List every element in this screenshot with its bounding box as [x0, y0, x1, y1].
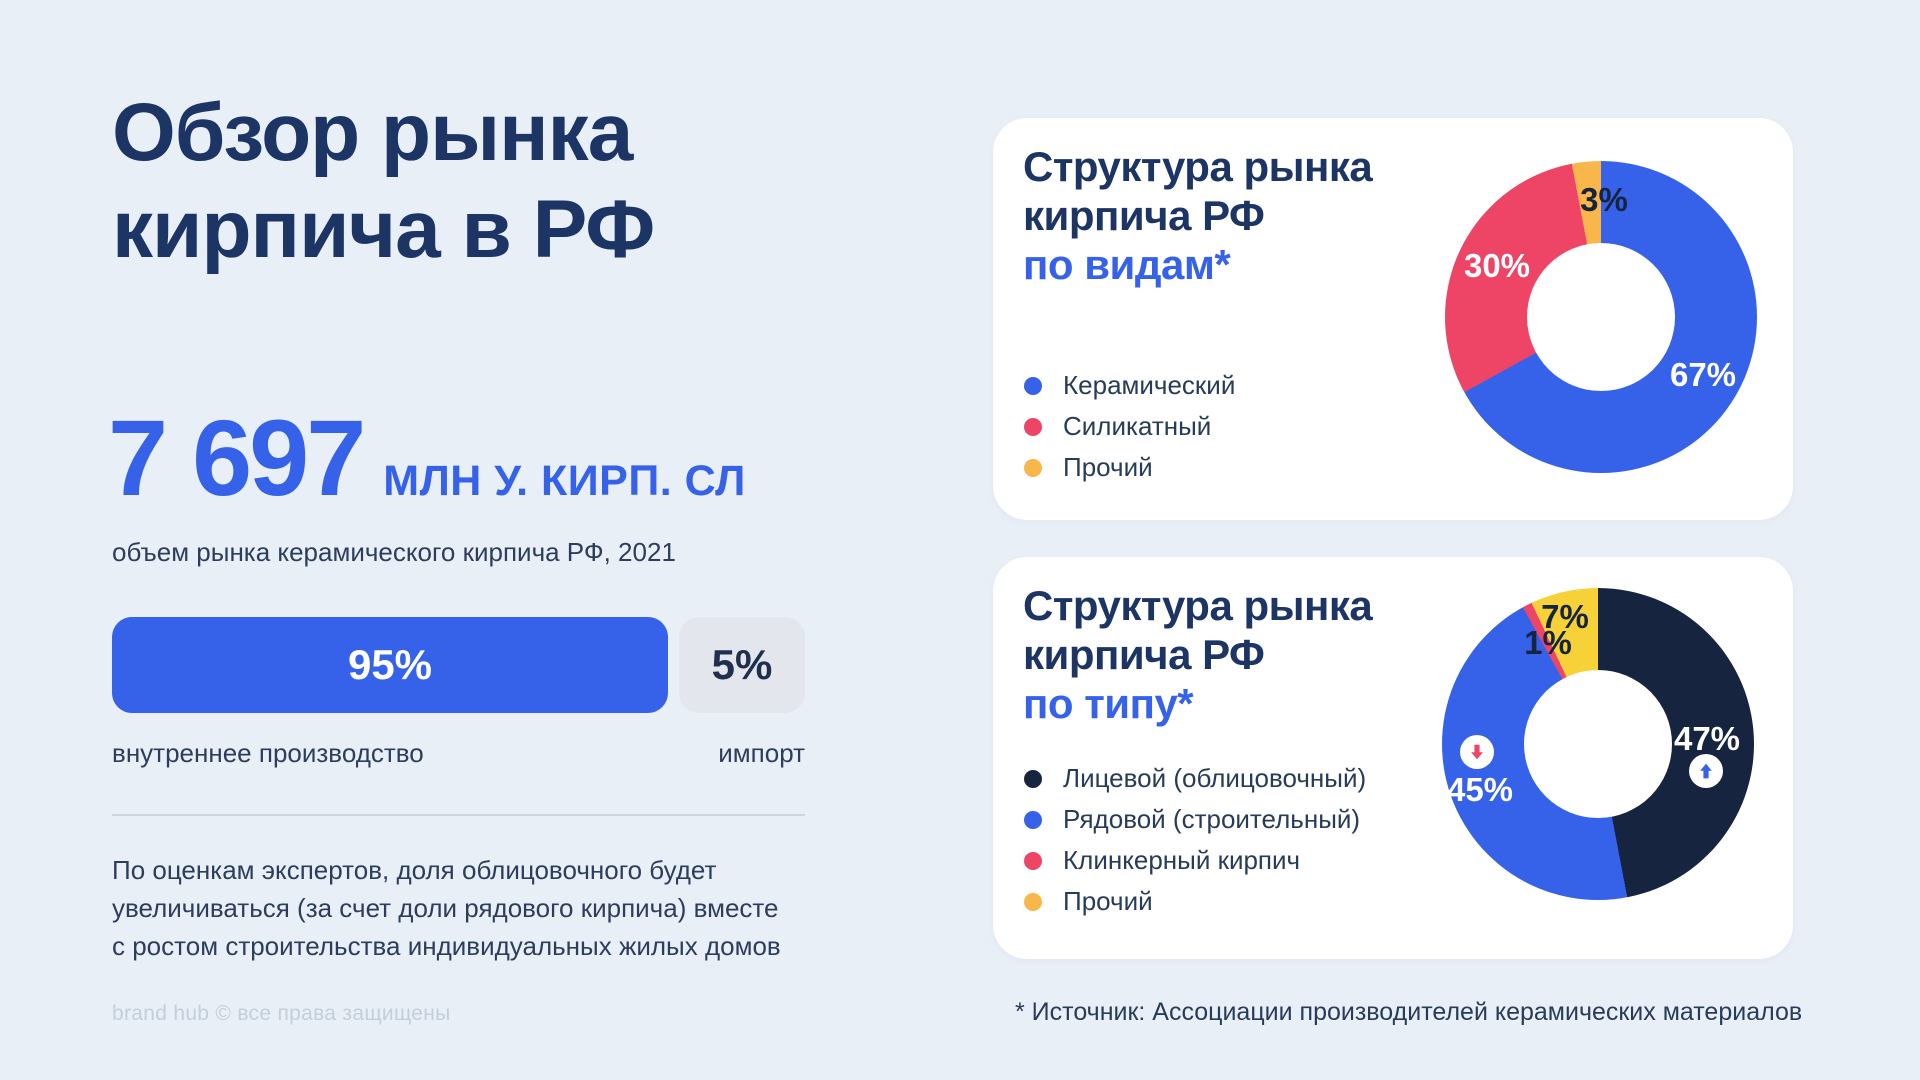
trend-down-badge [1460, 735, 1494, 769]
legend-label-other-kind: Прочий [1063, 452, 1153, 482]
legend-dot-other-type [1024, 892, 1042, 911]
card1-title-line-2: кирпича РФ [1023, 192, 1265, 239]
card1-title-line-1: Структура рынка [1023, 143, 1373, 190]
expert-note-line-2: увеличиваться (за счет доли рядового кир… [112, 893, 779, 923]
card2-title: Структура рынка кирпича РФ по типу* [1023, 581, 1373, 728]
card2-subtitle: по типу* [1023, 680, 1194, 727]
page-title-line-2: кирпича в РФ [112, 184, 655, 275]
production-import-labels: внутреннее производство импорт [112, 738, 805, 769]
metric-caption: объем рынка керамического кирпича РФ, 20… [112, 537, 676, 567]
divider [112, 814, 805, 816]
card1-legend: Керамический Силикатный Прочий [1024, 365, 1235, 488]
slice-label-clinker: 1% [1524, 624, 1572, 661]
donut-chart-by-kind: 67% 30% 3% [1445, 161, 1757, 473]
slice-label-common: 45% [1446, 771, 1514, 808]
slice-label-facing: 47% [1673, 720, 1741, 757]
legend-label-facing: Лицевой (облицовочный) [1063, 763, 1367, 793]
donut-chart-by-type: 47% 45% 1% 7% [1442, 588, 1754, 900]
copyright: brand hub © все права защищены [112, 1002, 451, 1025]
legend-label-silicate: Силикатный [1063, 411, 1212, 441]
page-title-line-1: Обзор рынка [112, 87, 633, 178]
domestic-production-bar: 95% [112, 617, 668, 713]
legend-label-other-type: Прочий [1063, 886, 1153, 916]
legend-dot-ceramic [1024, 376, 1042, 395]
expert-note: По оценкам экспертов, доля облицовочного… [112, 851, 781, 965]
donut-hole [1527, 243, 1675, 391]
legend-item: Лицевой (облицовочный) [1024, 758, 1366, 799]
page-title: Обзор рынка кирпича в РФ [112, 84, 655, 278]
legend-item: Клинкерный кирпич [1024, 840, 1366, 881]
import-bar: 5% [679, 617, 805, 713]
card2-legend: Лицевой (облицовочный) Рядовой (строител… [1024, 758, 1366, 922]
donut-hole [1524, 670, 1672, 818]
slice-label-silicate: 30% [1463, 247, 1531, 284]
legend-item: Прочий [1024, 881, 1366, 922]
legend-label-ceramic: Керамический [1063, 370, 1236, 400]
card-market-structure-by-type: Структура рынка кирпича РФ по типу* Лице… [993, 557, 1793, 959]
expert-note-line-1: По оценкам экспертов, доля облицовочного… [112, 855, 717, 885]
card2-title-line-1: Структура рынка [1023, 582, 1373, 629]
legend-dot-silicate [1024, 417, 1042, 436]
arrow-up-icon [1700, 763, 1712, 779]
trend-up-badge [1689, 754, 1723, 788]
source-footnote: * Источник: Ассоциации производителей ке… [1015, 998, 1803, 1026]
legend-label-clinker: Клинкерный кирпич [1063, 845, 1301, 875]
slice-label-other-kind: 3% [1580, 181, 1628, 218]
metric-value: 7 697 [108, 397, 366, 518]
slice-label-other-type: 7% [1541, 598, 1589, 635]
card1-subtitle: по видам* [1023, 241, 1231, 288]
metric-unit: МЛН У. КИРП. СЛ [383, 457, 746, 505]
legend-dot-facing [1024, 769, 1042, 788]
legend-item: Силикатный [1024, 406, 1235, 447]
import-label: импорт [718, 738, 805, 768]
card2-title-line-2: кирпича РФ [1023, 631, 1265, 678]
card-market-structure-by-kind: Структура рынка кирпича РФ по видам* Кер… [993, 118, 1793, 520]
domestic-production-value: 95% [347, 641, 433, 688]
slice-label-ceramic: 67% [1669, 356, 1737, 393]
legend-dot-clinker [1024, 851, 1042, 870]
card1-title: Структура рынка кирпича РФ по видам* [1023, 142, 1373, 289]
legend-dot-other-kind [1024, 458, 1042, 477]
legend-item: Керамический [1024, 365, 1235, 406]
expert-note-line-3: с ростом строительства индивидуальных жи… [112, 931, 781, 961]
domestic-production-label: внутреннее производство [112, 738, 424, 768]
production-import-bar: 95% 5% [112, 617, 805, 713]
import-value: 5% [711, 641, 773, 688]
legend-item: Рядовой (строительный) [1024, 799, 1366, 840]
legend-item: Прочий [1024, 447, 1235, 488]
legend-dot-common [1024, 810, 1042, 829]
legend-label-common: Рядовой (строительный) [1063, 804, 1361, 834]
arrow-down-icon [1471, 744, 1483, 760]
market-volume-metric: 7 697 МЛН У. КИРП. СЛ [108, 397, 746, 518]
